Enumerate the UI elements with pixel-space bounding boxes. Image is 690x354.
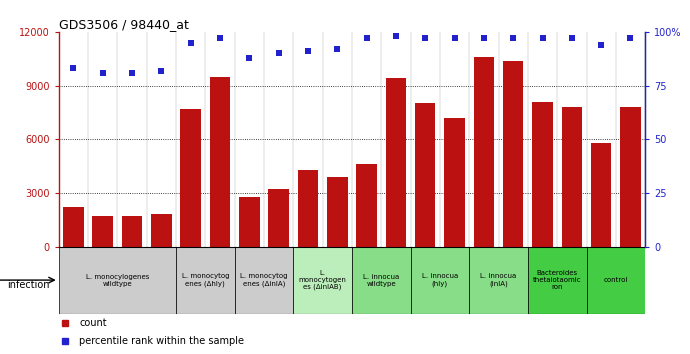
Point [185,40,196,45]
Bar [293,247,352,314]
Bar [386,78,406,247]
Point [508,35,519,41]
Bar [239,196,259,247]
Point [215,35,226,41]
Text: L. monocytog
enes (ΔinlA): L. monocytog enes (ΔinlA) [240,273,288,287]
Bar [176,247,235,314]
Bar [586,247,645,314]
Text: count: count [79,318,107,328]
Bar [591,143,611,247]
Bar [356,164,377,247]
Text: infection: infection [7,280,50,290]
Bar [327,177,348,247]
Point [595,42,607,47]
Point [126,70,137,75]
Point [625,35,636,41]
Point [68,65,79,71]
Point [478,35,489,41]
Text: percentile rank within the sample: percentile rank within the sample [79,336,244,346]
Bar [473,57,494,247]
Bar [121,216,142,247]
Bar [180,109,201,247]
Point [332,46,343,52]
Point [566,35,578,41]
Point [156,68,167,73]
Bar [235,247,293,314]
Point [97,70,108,75]
Bar [63,207,83,247]
Text: control: control [604,277,628,283]
Point [244,55,255,61]
Bar [297,170,318,247]
Point [420,35,431,41]
Text: GDS3506 / 98440_at: GDS3506 / 98440_at [59,18,188,31]
Text: L. monocytog
enes (Δhly): L. monocytog enes (Δhly) [181,273,229,287]
Point [361,35,372,41]
Point [537,35,548,41]
Text: L. innocua
(inlA): L. innocua (inlA) [480,273,517,287]
Point [273,51,284,56]
Bar [532,102,553,247]
Text: L. innocua
(hly): L. innocua (hly) [422,273,458,287]
Bar [411,247,469,314]
Bar [151,215,172,247]
Bar [92,216,113,247]
Point [391,33,402,39]
Bar [352,247,411,314]
Bar [444,118,465,247]
Bar [210,76,230,247]
Bar [415,103,435,247]
Bar [503,61,524,247]
Bar [620,107,641,247]
Text: L.
monocytogen
es (ΔinlAB): L. monocytogen es (ΔinlAB) [299,270,346,290]
Point [449,35,460,41]
Bar [59,247,176,314]
Point [302,48,313,54]
Bar [528,247,586,314]
Bar [268,189,289,247]
Text: L. monocylogenes
wildtype: L. monocylogenes wildtype [86,274,149,287]
Bar [469,247,528,314]
Text: L. innocua
wildtype: L. innocua wildtype [363,274,400,287]
Text: Bacteroides
thetaiotaomic
ron: Bacteroides thetaiotaomic ron [533,270,582,290]
Bar [562,107,582,247]
